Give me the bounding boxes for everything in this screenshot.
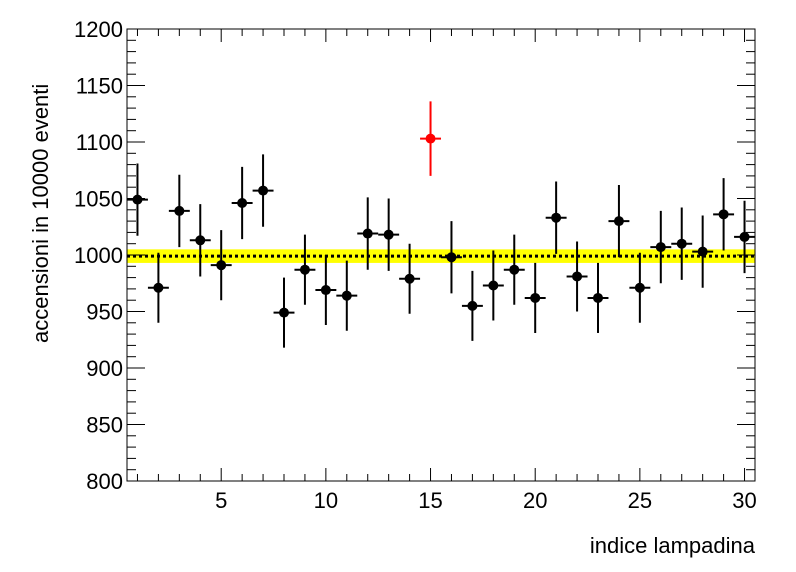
data-point <box>692 215 714 288</box>
data-point <box>336 260 358 331</box>
axis-ticks-layer: 800 850 900 950 1000 1050 1100 1150 1200 5 10 15 20 2… <box>74 17 757 513</box>
data-point <box>357 197 379 270</box>
data-marker <box>195 235 206 246</box>
x-axis-title: indice lampadina <box>590 533 756 558</box>
data-point <box>650 210 672 284</box>
x-tick-label: 10 <box>314 488 338 513</box>
data-marker <box>341 290 352 301</box>
data-marker <box>697 246 708 257</box>
data-marker <box>425 133 436 144</box>
y-axis-title: accensioni in 10000 eventi <box>28 84 53 343</box>
data-marker <box>132 194 143 205</box>
data-marker <box>446 252 457 263</box>
data-point <box>545 181 567 254</box>
data-point-highlighted <box>420 101 441 176</box>
data-marker <box>404 273 415 284</box>
data-marker <box>279 307 289 318</box>
data-point <box>566 241 588 312</box>
y-tick-label: 1050 <box>74 187 123 212</box>
y-tick-label: 800 <box>86 469 123 494</box>
data-marker <box>258 185 269 196</box>
data-point <box>441 221 462 294</box>
data-point <box>147 252 169 323</box>
data-point <box>671 207 693 280</box>
data-marker <box>613 216 624 227</box>
data-point <box>461 270 483 341</box>
data-point <box>252 154 274 227</box>
data-marker <box>383 229 394 240</box>
mean-band-layer <box>127 249 755 263</box>
data-marker <box>320 285 331 296</box>
y-tick-label: 950 <box>86 300 123 325</box>
data-marker <box>488 280 499 291</box>
x-tick-label: 15 <box>418 488 442 513</box>
data-marker <box>655 242 666 253</box>
data-marker <box>237 198 248 209</box>
data-marker <box>467 300 478 311</box>
data-point <box>503 234 525 305</box>
data-marker <box>362 228 373 239</box>
data-point <box>629 252 651 323</box>
data-point <box>399 243 421 314</box>
data-marker <box>739 231 750 242</box>
x-tick-label: 25 <box>628 488 652 513</box>
data-marker <box>718 209 729 220</box>
data-point <box>294 234 316 305</box>
data-point <box>231 166 253 240</box>
y-tick-label: 1000 <box>74 243 123 268</box>
data-marker <box>593 292 603 303</box>
data-marker <box>299 264 310 275</box>
data-point <box>734 200 755 274</box>
data-marker <box>676 238 687 249</box>
data-point <box>168 174 190 248</box>
data-marker <box>174 205 185 216</box>
data-marker <box>530 292 541 303</box>
data-point <box>378 198 400 271</box>
data-marker <box>509 264 520 275</box>
x-tick-label: 30 <box>732 488 756 513</box>
data-marker <box>634 282 645 293</box>
y-tick-label: 1200 <box>74 17 123 42</box>
data-point <box>524 262 546 333</box>
data-point <box>713 178 735 251</box>
data-point <box>127 163 148 236</box>
data-point <box>210 230 232 301</box>
y-tick-label: 850 <box>86 413 123 438</box>
data-point <box>587 262 609 333</box>
y-tick-label: 1150 <box>76 74 123 99</box>
x-tick-label: 5 <box>215 488 227 513</box>
y-tick-label: 900 <box>86 356 123 381</box>
data-points-layer <box>127 101 755 348</box>
data-marker <box>153 282 164 293</box>
data-point <box>482 250 504 321</box>
data-marker <box>551 212 562 223</box>
data-marker <box>572 271 583 282</box>
y-tick-label: 1100 <box>76 130 123 155</box>
data-point <box>315 255 337 326</box>
data-point <box>608 184 630 258</box>
data-point <box>189 204 211 277</box>
data-point <box>273 277 295 348</box>
x-tick-label: 20 <box>523 488 547 513</box>
data-marker <box>216 260 227 271</box>
